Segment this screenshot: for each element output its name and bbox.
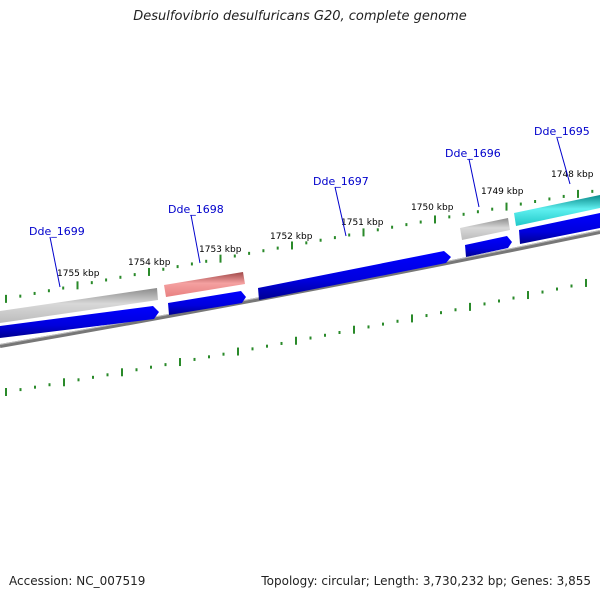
gene-label-dde-1697[interactable]: Dde_1697 xyxy=(313,175,369,188)
genome-summary-text: Topology: circular; Length: 3,730,232 bp… xyxy=(261,574,591,588)
scale-label-1748: 1748 kbp xyxy=(551,170,594,180)
gene-label-dde-1696[interactable]: Dde_1696 xyxy=(445,147,501,160)
scale-label-1753: 1753 kbp xyxy=(199,245,242,255)
gene-bar-gray-right[interactable] xyxy=(460,218,510,240)
gene-arrow-dde-1696[interactable] xyxy=(465,236,512,257)
gene-label-dde-1698[interactable]: Dde_1698 xyxy=(168,203,224,216)
page-title: Desulfovibrio desulfuricans G20, complet… xyxy=(133,9,467,24)
scale-label-1750: 1750 kbp xyxy=(411,203,454,213)
gene-arrow-dde-1697[interactable] xyxy=(258,251,451,300)
gene-label-dde-1695[interactable]: Dde_1695 xyxy=(534,125,590,138)
scale-label-1751: 1751 kbp xyxy=(341,218,384,228)
scale-label-1754: 1754 kbp xyxy=(128,258,171,268)
scale-label-1749: 1749 kbp xyxy=(481,187,524,197)
accession-text: Accession: NC_007519 xyxy=(9,574,146,588)
gene-arrow-dde-1699[interactable] xyxy=(0,306,159,338)
scale-label-1752: 1752 kbp xyxy=(270,232,313,242)
gene-bar-red[interactable] xyxy=(164,272,245,297)
scale-label-1755: 1755 kbp xyxy=(57,269,100,279)
gene-bar-cyan[interactable] xyxy=(514,195,600,226)
inner-scale-track xyxy=(5,278,587,397)
gene-bar-gray-left[interactable] xyxy=(0,288,158,323)
gene-label-dde-1699[interactable]: Dde_1699 xyxy=(29,225,85,238)
gene-label-leaders xyxy=(49,137,571,288)
gene-arrow-dde-1698[interactable] xyxy=(168,291,246,315)
outer-scale-track xyxy=(5,189,594,303)
gene-arrow-dde-1695[interactable] xyxy=(519,213,600,244)
